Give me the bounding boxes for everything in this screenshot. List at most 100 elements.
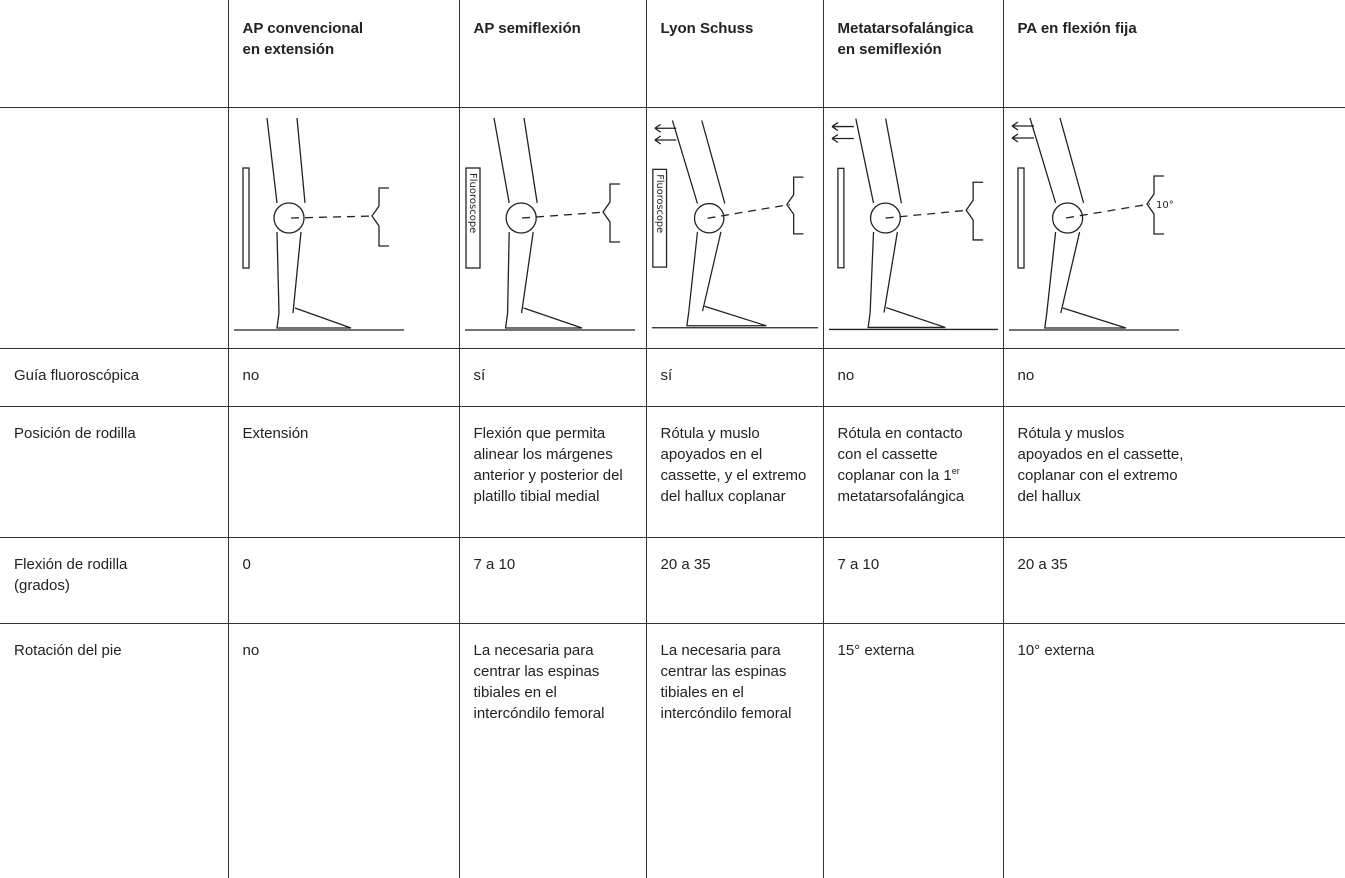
data-row: Flexión de rodilla (grados) 0 7 a 10 20 a 3… — [0, 536, 1345, 623]
foot — [685, 305, 766, 326]
data-cell: 20 a 35 — [645, 536, 823, 623]
beam — [707, 203, 790, 219]
cell-text: Flexión de rodilla (grados) — [14, 555, 128, 594]
cell-text: 15° externa — [837, 641, 915, 659]
thigh — [492, 117, 538, 203]
row-label: Rotación del pie — [0, 622, 228, 878]
data-cell: Flexión que permita alinear los márgenes… — [458, 405, 646, 537]
cell-text: Posición de rodilla — [14, 424, 136, 442]
foot — [504, 306, 582, 329]
cell-text: 0 — [242, 555, 251, 573]
shin — [868, 231, 898, 313]
cassette — [836, 167, 845, 268]
figure-label: Fluoroscope — [467, 173, 478, 233]
foot — [275, 306, 351, 329]
figure-cell — [0, 106, 228, 348]
cell-text: 7 a 10 — [837, 555, 880, 573]
cell-text: no — [242, 366, 260, 384]
cell-text: no — [837, 366, 855, 384]
data-cell: 7 a 10 — [822, 536, 1003, 623]
cell-text-part: Rótula en contacto con el cassette copla… — [837, 424, 963, 484]
knee — [272, 201, 305, 234]
figure-cell — [822, 106, 1003, 348]
arrows — [1011, 120, 1034, 143]
header-text: Metatarsofalángica en semiflexión — [837, 20, 974, 58]
cell-text: no — [242, 641, 260, 659]
thigh — [671, 119, 725, 204]
data-cell: Rótula en contacto con el cassette copla… — [822, 405, 1003, 537]
data-row: Guía fluoroscópica no sí sí no no — [0, 347, 1345, 406]
cell-text: 7 a 10 — [473, 555, 516, 573]
knee — [505, 201, 537, 234]
data-cell: Rótula y muslos apoyados en el cassette,… — [1002, 405, 1345, 537]
thigh — [854, 117, 902, 203]
figure-cell: Fluoroscope — [645, 106, 823, 348]
data-cell: Extensión — [227, 405, 459, 537]
header-row: AP convencional en extensión AP semiflexi… — [0, 0, 1345, 107]
cell-text: sí — [660, 366, 673, 384]
data-row: Posición de rodilla Extensión Flexión que … — [0, 405, 1345, 537]
x-ray-tube — [1145, 174, 1164, 235]
thigh — [265, 117, 306, 203]
cell-text: no — [1017, 366, 1035, 384]
beam — [290, 214, 375, 219]
data-cell: no — [822, 347, 1003, 406]
data-cell: 10° externa — [1002, 622, 1345, 878]
data-cell: Rótula y muslo apoyados en el cassette, … — [645, 405, 823, 537]
header-text: Lyon Schuss — [660, 20, 754, 37]
cell-text-part: metatarsofalángica — [837, 487, 965, 505]
header-cell: Lyon Schuss — [645, 0, 823, 107]
figure-label: 10° — [1156, 200, 1174, 211]
cassette — [464, 166, 481, 269]
foot — [866, 306, 946, 328]
figure-label: Fluoroscope — [653, 174, 664, 233]
header-cell — [0, 0, 228, 107]
arrows — [831, 121, 854, 143]
data-cell: 15° externa — [822, 622, 1003, 878]
knee — [693, 202, 724, 234]
cassette — [241, 166, 250, 269]
cell-text: Extensión — [242, 424, 309, 442]
cell-text: 20 a 35 — [1017, 555, 1068, 573]
x-ray-tube — [964, 181, 983, 241]
cassette — [1016, 166, 1025, 269]
header-cell: PA en flexión fija — [1002, 0, 1345, 107]
knee-illustration: 10° — [1008, 117, 1179, 331]
cell-text: La necesaria para centrar las espinas ti… — [473, 641, 605, 722]
data-cell: no — [227, 347, 459, 406]
cell-text: Guía fluoroscópica — [14, 366, 140, 384]
data-cell: no — [227, 622, 459, 878]
knee-illustration — [233, 117, 404, 331]
data-cell: 7 a 10 — [458, 536, 646, 623]
figure-cell: 10° — [1002, 106, 1345, 348]
header-cell: AP convencional en extensión — [227, 0, 459, 107]
data-row: Rotación del pie no La necesaria para cent… — [0, 622, 1345, 878]
header-text: PA en flexión fija — [1017, 20, 1137, 37]
data-cell: sí — [458, 347, 646, 406]
figure-cell: Fluoroscope — [458, 106, 646, 348]
shin — [275, 231, 302, 313]
cell-text: 10° externa — [1017, 641, 1095, 659]
x-ray-tube — [370, 186, 389, 247]
arrows — [653, 123, 676, 144]
cell-text: La necesaria para centrar las espinas ti… — [660, 641, 792, 722]
shin — [687, 231, 722, 311]
beam — [885, 208, 969, 219]
data-cell: 20 a 35 — [1002, 536, 1345, 623]
beam — [521, 210, 606, 219]
shin — [506, 231, 534, 313]
data-cell: La necesaria para centrar las espinas ti… — [458, 622, 646, 878]
foot — [1043, 306, 1126, 329]
row-label: Flexión de rodilla (grados) — [0, 536, 228, 623]
row-label: Posición de rodilla — [0, 405, 228, 537]
header-text: AP semiflexión — [473, 20, 581, 37]
superscript: er — [951, 465, 960, 476]
shin — [1045, 231, 1080, 313]
header-cell: AP semiflexión — [458, 0, 646, 107]
cell-text: 20 a 35 — [660, 555, 711, 573]
data-cell: sí — [645, 347, 823, 406]
knee-illustration: Fluoroscope — [651, 119, 818, 328]
row-label: Guía fluoroscópica — [0, 347, 228, 406]
